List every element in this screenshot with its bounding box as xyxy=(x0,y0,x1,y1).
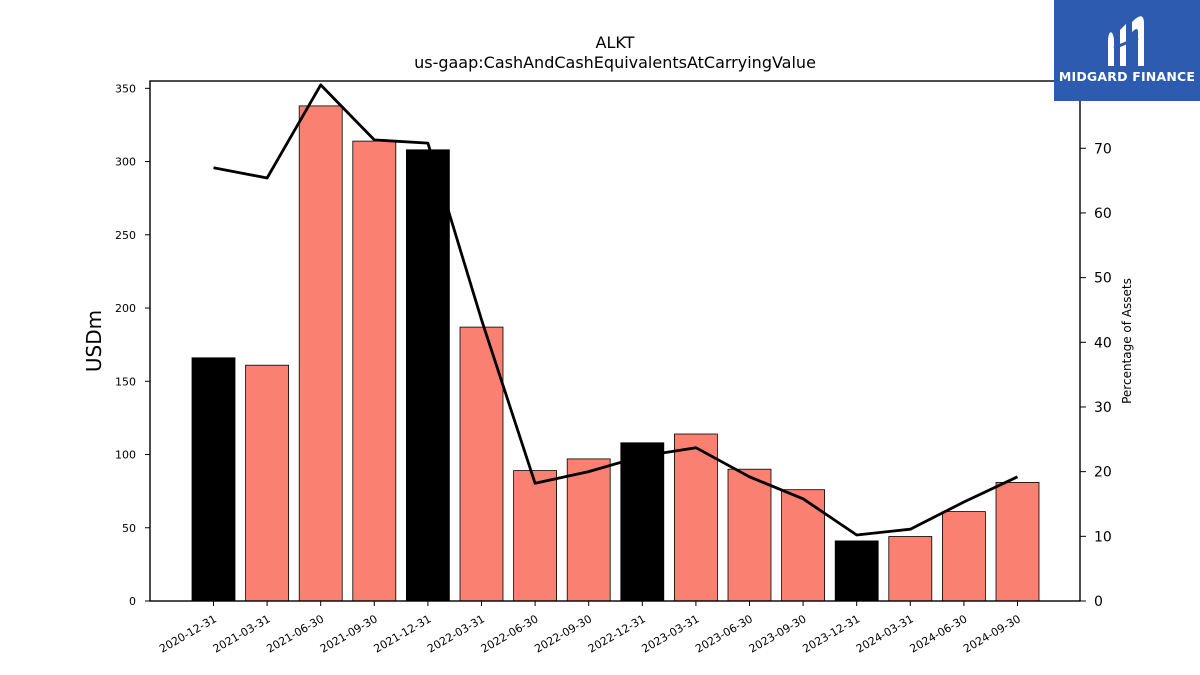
left-axis-ticks: 0 50 100 150 200 250 300 350 xyxy=(115,82,150,608)
line-group xyxy=(213,83,1019,537)
bar xyxy=(834,540,879,602)
y2-tick-label: 20 xyxy=(1094,465,1112,481)
x-tick-label: 2021-06-30 xyxy=(264,612,326,655)
x-tick-label: 2023-12-31 xyxy=(800,612,862,655)
y-tick-label: 350 xyxy=(115,82,136,95)
right-axis-ticks: 01020304050607080 xyxy=(1080,77,1112,610)
y-tick-label: 150 xyxy=(115,375,136,388)
x-tick-label: 2023-03-31 xyxy=(640,612,702,655)
x-tick-label: 2022-09-30 xyxy=(532,612,594,655)
bar xyxy=(513,470,557,602)
y2-tick-label: 0 xyxy=(1094,594,1103,610)
y-tick-label: 100 xyxy=(115,449,136,462)
x-tick-label: 2021-09-30 xyxy=(318,612,380,655)
midgard-finance-logo: MIDGARD FINANCE xyxy=(1054,0,1200,101)
bar xyxy=(995,481,1040,602)
y-tick-label: 300 xyxy=(115,156,136,169)
bar xyxy=(620,442,665,602)
x-tick-label: 2022-12-31 xyxy=(586,612,648,655)
y-tick-label: 250 xyxy=(115,229,136,242)
bar xyxy=(352,140,397,602)
chart-subtitle: us-gaap:CashAndCashEquivalentsAtCarrying… xyxy=(414,53,816,72)
chart-title: ALKT xyxy=(596,33,635,52)
x-tick-label: 2021-12-31 xyxy=(372,612,434,655)
x-axis-ticks: 2020-12-312021-03-312021-06-302021-09-30… xyxy=(157,601,1023,656)
x-tick-label: 2023-09-30 xyxy=(747,612,809,655)
x-tick-label: 2024-06-30 xyxy=(908,612,970,655)
y2-tick-label: 10 xyxy=(1094,529,1112,545)
percentage-line xyxy=(213,83,1019,537)
logo-text: MIDGARD FINANCE xyxy=(1058,69,1196,84)
bar xyxy=(674,433,718,602)
x-tick-label: 2024-03-31 xyxy=(854,612,916,655)
y2-tick-label: 30 xyxy=(1094,400,1112,416)
bar-group xyxy=(191,105,1040,602)
x-tick-label: 2023-06-30 xyxy=(693,612,755,655)
bar xyxy=(298,105,343,602)
logo-mark-icon xyxy=(1108,16,1144,66)
x-tick-label: 2020-12-31 xyxy=(157,612,219,655)
x-tick-label: 2021-03-31 xyxy=(211,612,273,655)
plot-frame xyxy=(149,80,1081,602)
y-tick-label: 50 xyxy=(122,522,136,535)
y2-tick-label: 40 xyxy=(1094,335,1112,351)
bar xyxy=(566,458,611,602)
bar xyxy=(459,326,504,602)
y-tick-label: 0 xyxy=(129,595,136,608)
y2-axis-label: Percentage of Assets xyxy=(1120,278,1134,404)
bar xyxy=(942,511,986,602)
bar xyxy=(888,536,933,602)
y-tick-label: 200 xyxy=(115,302,136,315)
x-tick-label: 2022-03-31 xyxy=(425,612,487,655)
bar xyxy=(781,489,825,602)
y2-tick-label: 70 xyxy=(1094,141,1112,157)
y2-tick-label: 50 xyxy=(1094,271,1112,287)
bar xyxy=(405,149,450,602)
x-tick-label: 2022-06-30 xyxy=(479,612,541,655)
y-axis-label: USDm xyxy=(82,310,106,372)
bar xyxy=(727,468,772,602)
bar xyxy=(245,364,290,602)
x-tick-label: 2024-09-30 xyxy=(961,612,1023,655)
y2-tick-label: 60 xyxy=(1094,206,1112,222)
bar xyxy=(191,357,236,602)
